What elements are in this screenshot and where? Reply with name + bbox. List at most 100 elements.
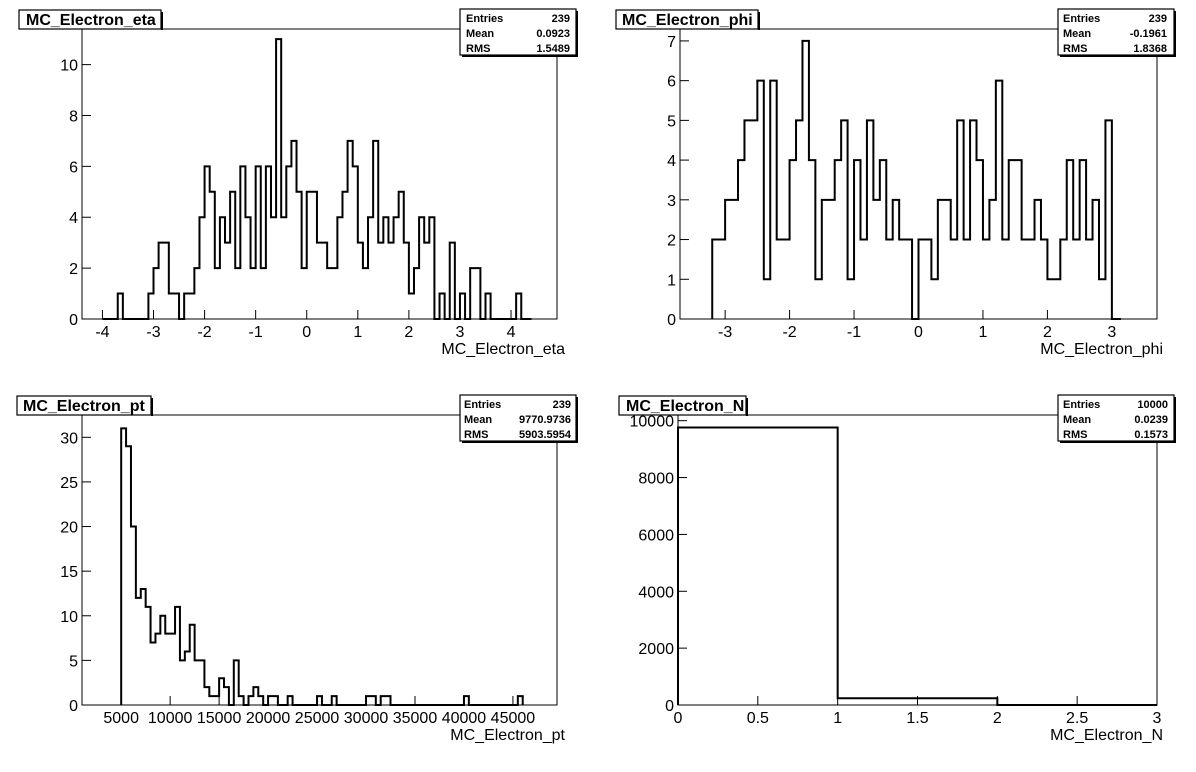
x-tick-label: 35000 [393,710,438,727]
stat-rms-value: 0.1573 [1134,429,1168,441]
stat-mean-label: Mean [1063,414,1091,426]
x-tick-label: 3 [1107,324,1116,341]
stats-box: Entries 239 Mean -0.1961 RMS 1.8368 [1057,8,1176,57]
y-tick-label: 6 [69,159,78,176]
histogram-bins [120,427,524,706]
histogram-title: MC_Electron_N [626,398,744,415]
x-tick-label: -2 [782,324,796,341]
stat-mean-value: -0.1961 [1130,28,1167,40]
histogram-bin [409,294,414,319]
frame [81,414,558,706]
y-tick-label: 2 [69,261,78,278]
histogram-bin [899,240,905,319]
histogram-bin [180,660,185,705]
stat-rms-label: RMS [466,43,490,55]
x-tick-label: 0 [914,324,923,341]
stat-mean-value: 9770.9736 [519,414,571,426]
histogram-bin [159,243,169,319]
histogram-bin [136,598,141,705]
histogram-bins [677,426,1157,706]
panel-electron-eta: -4 -3 -2 -1 0 1 2 3 4 0 2 4 6 8 10 MC_Electron_eta MC_… [18,8,578,358]
histogram-bin [165,634,170,705]
histogram-bin [184,294,194,319]
y-tick-label: 10000 [630,414,675,431]
stat-rms-value: 1.5489 [536,43,570,55]
y-tick-label: 30 [60,430,78,447]
stat-rms-value: 5903.5954 [519,429,572,441]
panel-electron-phi: -3 -2 -1 0 1 2 3 0 1 2 3 4 5 6 7 MC_Electron_phi MC_El… [615,8,1176,358]
histogram-bin [388,243,393,319]
histogram-bin [151,643,156,705]
histogram-bin [155,634,160,705]
x-axis-label: MC_Electron_pt [450,727,565,744]
histogram-bin [307,192,317,319]
x-tick-label: -3 [146,324,160,341]
histogram-bin [225,243,230,319]
histogram-bin [964,240,970,319]
histogram-bin [327,268,337,319]
stat-mean-value: 0.0923 [536,28,570,40]
x-tick-label: 1 [979,324,988,341]
stat-entries-value: 239 [1149,13,1167,25]
histogram-bin [302,268,307,319]
histogram-bin [983,240,989,319]
y-tick-label: 8000 [638,471,674,488]
axis-ticks: 5000 10000 15000 20000 25000 30000 35000 40000 4… [60,430,535,727]
title-box: MC_Electron_N [618,395,748,416]
frame [81,28,558,320]
x-tick-label: 1 [353,324,362,341]
histogram-bin [860,240,866,319]
title-box: MC_Electron_pt [16,395,153,416]
histogram-bin [1028,240,1034,319]
y-tick-label: 20 [60,520,78,537]
stat-rms-label: RMS [1063,429,1087,441]
y-tick-label: 6000 [638,527,674,544]
stats-box: Entries 10000 Mean 0.0239 RMS 0.1573 [1057,394,1176,443]
x-tick-label: 45000 [491,710,536,727]
histogram-bin [873,200,879,319]
stat-entries-value: 10000 [1137,399,1168,411]
histogram-bin [732,200,738,319]
histogram-bin [317,243,327,319]
y-tick-label: 0 [667,312,676,329]
title-box: MC_Electron_eta [18,9,163,30]
y-tick-label: 6 [667,74,676,91]
y-tick-label: 0 [69,698,78,715]
x-tick-label: 2 [1043,324,1052,341]
stat-mean-label: Mean [466,28,494,40]
y-tick-label: 0 [665,698,674,715]
histogram-bin [1022,240,1028,319]
x-tick-label: 4 [507,324,516,341]
y-tick-label: 4 [667,153,676,170]
histogram-outline [711,39,1121,320]
histogram-bin [215,268,220,319]
histogram-bin [363,268,368,319]
x-tick-label: 20000 [246,710,291,727]
histogram-bin [719,240,725,319]
histogram-bin [169,294,179,319]
stat-mean-label: Mean [464,414,492,426]
x-axis-label: MC_Electron_N [1050,727,1163,744]
y-tick-label: 0 [69,312,78,329]
x-axis-label: MC_Electron_eta [441,341,565,358]
histogram-bin [931,279,937,319]
x-tick-label: -2 [197,324,211,341]
histogram-bin [678,427,838,705]
stat-rms-value: 1.8368 [1133,43,1167,55]
histogram-bin [271,217,276,319]
panel-electron-n: 0 0.5 1 1.5 2 2.5 3 0 2000 4000 6000 8000 10000 MC_E… [618,394,1176,744]
histogram-outline [677,426,1157,706]
y-tick-label: 10 [60,58,78,75]
histogram-bin [848,279,854,319]
stat-mean-label: Mean [1063,28,1091,40]
histogram-bin [783,240,789,319]
histogram-bin [1086,240,1092,319]
x-tick-label: 5000 [103,710,139,727]
y-tick-label: 1 [667,272,676,289]
y-tick-label: 4000 [638,584,674,601]
x-tick-label: -1 [249,324,263,341]
axis-ticks: -4 -3 -2 -1 0 1 2 3 4 0 2 4 6 8 10 [60,58,515,341]
histogram-bin [378,243,383,319]
histogram-bin [195,660,200,705]
histogram-bin [214,696,219,705]
